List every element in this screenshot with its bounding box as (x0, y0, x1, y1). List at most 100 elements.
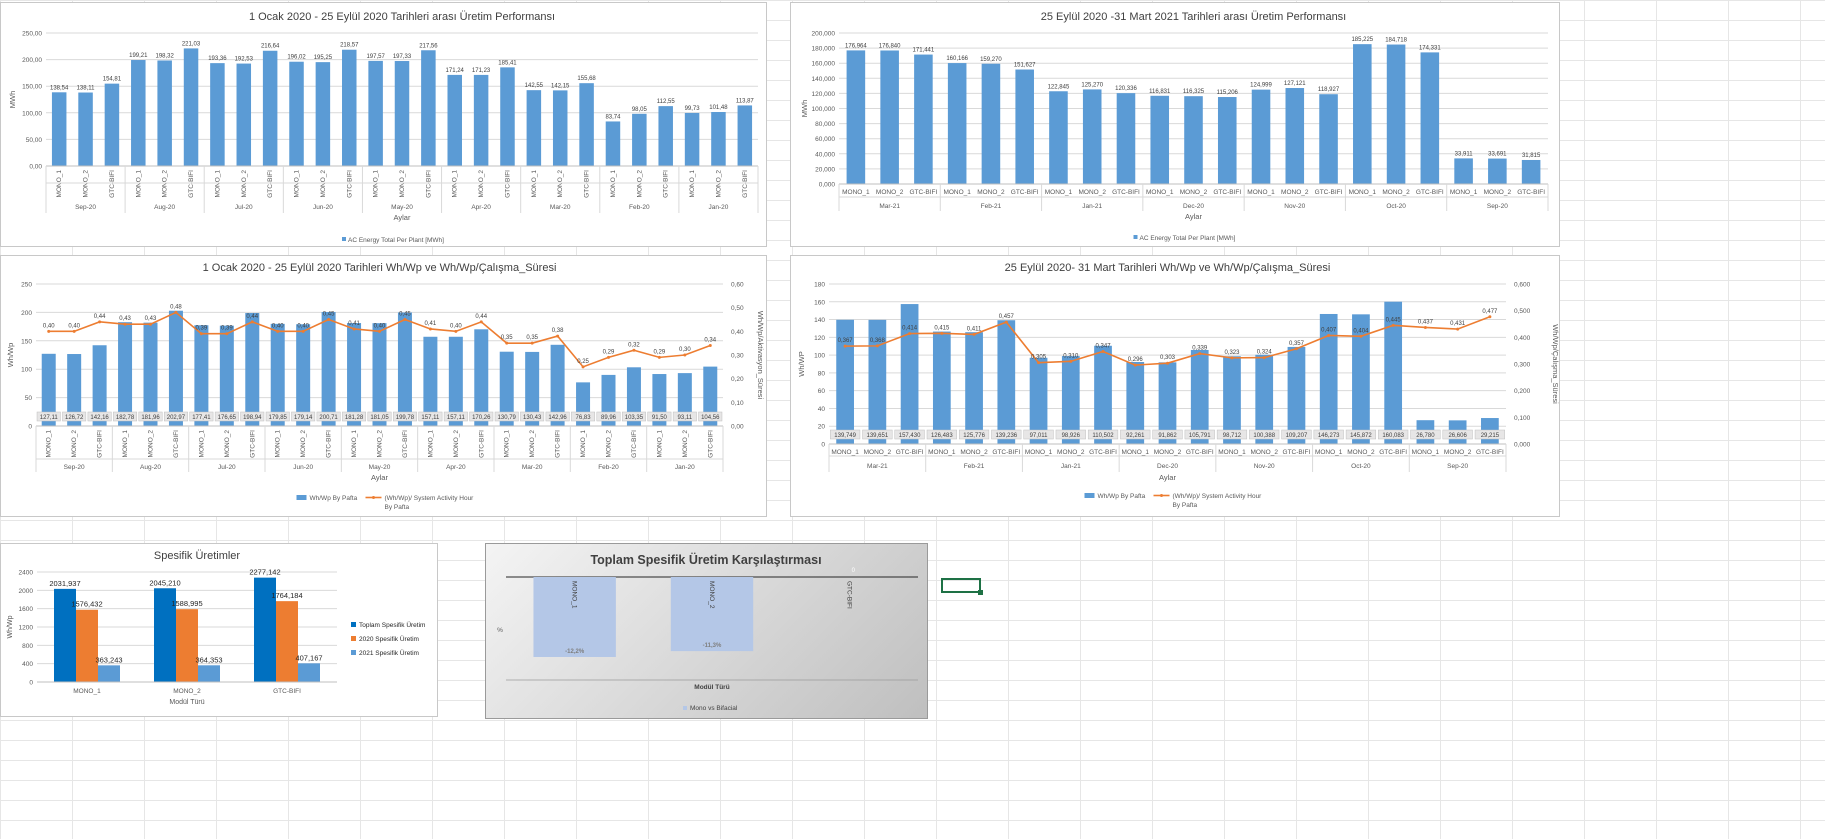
selected-cell[interactable] (941, 578, 983, 595)
line-data-label: 0,414 (902, 326, 918, 332)
data-label: 198,32 (155, 53, 174, 59)
x-axis-label: Aylar (1159, 473, 1176, 482)
data-label: 177,41 (192, 415, 211, 421)
chart-whwp-2020[interactable]: 1 Ocak 2020 - 25 Eylül 2020 Tarihleri Wh… (0, 255, 767, 517)
data-label: 179,14 (294, 415, 313, 421)
y-tick-label: 200,000 (812, 31, 836, 38)
data-label: 157,430 (899, 433, 921, 439)
line-data-label: 0,41 (425, 321, 437, 327)
x-tick-label: GTC-BIFI (909, 189, 937, 196)
chart-svg: 1 Ocak 2020 - 25 Eylül 2020 Tarihleri Wh… (6, 262, 765, 511)
line-point (1004, 320, 1008, 324)
bar (605, 121, 621, 166)
line-point (908, 332, 912, 336)
data-label-box (240, 411, 265, 422)
line-point (1456, 327, 1460, 331)
chart-total-specific-comparison[interactable]: Toplam Spesifik Üretim Karşılaştırması% -… (485, 543, 928, 719)
bar (448, 336, 463, 426)
data-label: 193,36 (208, 56, 227, 62)
x-tick-label: MONO_1 (689, 170, 696, 198)
x-group-label: May-20 (369, 464, 391, 471)
legend-label: AC Energy Total Per Plant [MWh] (1140, 235, 1236, 242)
y-tick-label: 2000 (19, 588, 34, 595)
line-point (657, 355, 661, 359)
y2-tick-label: 0,50 (731, 305, 744, 312)
legend-swatch (683, 706, 687, 710)
x-group-label: Apr-20 (446, 464, 466, 471)
x-axis-label: Aylar (394, 213, 411, 222)
data-label-box (443, 411, 468, 422)
x-tick-label: MONO_1 (452, 170, 459, 198)
line-point (149, 322, 152, 326)
line-point (1198, 352, 1202, 356)
bar (1319, 313, 1338, 444)
line-point (47, 329, 51, 333)
x-tick-label: GTC-BIFI (1213, 189, 1241, 196)
line-point (403, 318, 407, 321)
bar (552, 90, 568, 166)
x-tick-label: MONO_2 (148, 430, 155, 458)
y-axis-label: MWh (800, 100, 809, 118)
data-label: 138,11 (77, 86, 96, 92)
line-data-label: 0,29 (654, 349, 666, 355)
x-group-label: Nov-20 (1284, 203, 1305, 210)
legend-label: 2020 Spesifik Üretim (359, 635, 419, 643)
bar (262, 50, 278, 166)
legend-swatch (351, 636, 356, 641)
line-point (505, 341, 509, 345)
data-label: 113,87 (736, 98, 755, 104)
bar (1420, 52, 1440, 184)
y-axis-label: % (497, 627, 503, 634)
data-label-box (545, 411, 570, 422)
y2-tick-label: 0,600 (1514, 282, 1531, 289)
data-label: 116,831 (1149, 89, 1171, 95)
y2-tick-label: 0,200 (1514, 388, 1531, 395)
bar (198, 665, 220, 682)
x-tick-label: GTC-BIFI (478, 430, 485, 458)
bar (981, 63, 1001, 185)
x-group-label: Jul-20 (235, 204, 253, 211)
data-label: 101,48 (709, 105, 728, 111)
y-tick-label: 80,000 (815, 121, 835, 128)
data-label: 364,353 (195, 655, 222, 664)
bar (670, 577, 754, 652)
data-label: -12,2% (565, 649, 585, 655)
data-label: 29,215 (1481, 433, 1500, 439)
x-tick-label: MONO_2 (162, 170, 169, 198)
chart-production-2020[interactable]: 1 Ocak 2020 - 25 Eylül 2020 Tarihleri ar… (0, 2, 767, 247)
bar (143, 322, 158, 426)
legend-swatch (1133, 235, 1138, 239)
bar (1255, 354, 1274, 444)
line-point (1423, 325, 1427, 329)
bar (423, 336, 438, 426)
data-label-box (87, 411, 112, 422)
data-label: 91,50 (652, 415, 668, 421)
data-label: 115,206 (1217, 90, 1239, 96)
data-label-box (316, 411, 341, 422)
bar (1287, 346, 1306, 444)
chart-whwp-2020-2021[interactable]: 25 Eylül 2020- 31 Mart Tarihleri Wh/Wp v… (790, 255, 1560, 517)
x-tick-label: GTC-BIFI (267, 170, 274, 198)
line-point (1101, 349, 1105, 353)
y-tick-label: 50 (25, 395, 33, 402)
data-label-box (571, 411, 596, 422)
x-tick-label: GTC-BIFI (346, 170, 353, 198)
line-point (454, 329, 458, 333)
legend-label-line: By Pafta (385, 504, 410, 511)
line-point (1262, 356, 1266, 360)
line-data-label: 0,45 (323, 312, 335, 318)
line-data-label: 0,39 (221, 326, 233, 332)
data-label-box (1216, 429, 1248, 440)
chart-production-2020-2021[interactable]: 25 Eylül 2020 -31 Mart 2021 Tarihleri ar… (790, 2, 1560, 247)
bar (245, 313, 260, 426)
x-tick-label: GTC-BIFI (1416, 189, 1444, 196)
line-data-label: 0,32 (628, 342, 640, 348)
y-tick-label: 50,00 (26, 137, 43, 144)
data-label-box (926, 429, 957, 440)
chart-specific-production[interactable]: Spesifik Üretimler 0 400 800 1200 1600 2000 240… (0, 543, 438, 717)
x-group-label: Jan-21 (1061, 463, 1081, 470)
data-label-box (1184, 429, 1215, 440)
data-label: 363,243 (95, 655, 122, 664)
data-label: 105,791 (1189, 433, 1211, 439)
data-label-box (1378, 429, 1409, 440)
